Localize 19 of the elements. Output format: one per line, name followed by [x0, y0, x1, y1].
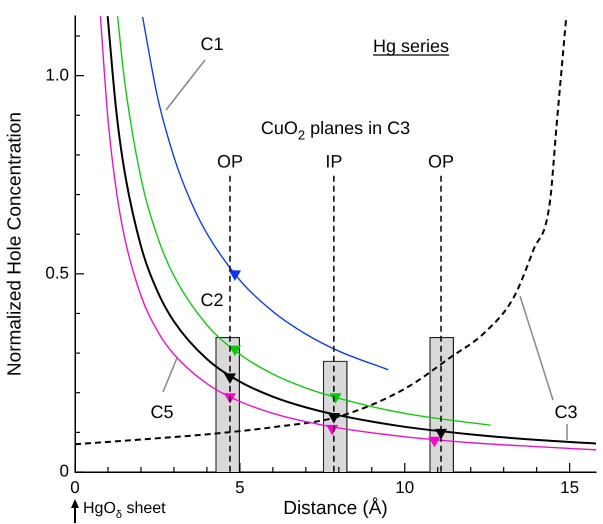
- y-axis-title: Normalized Hole Concentration: [4, 112, 26, 376]
- point: [229, 346, 241, 356]
- ref-line-label: OP: [216, 152, 243, 172]
- y-tick-label: 1.0: [45, 65, 69, 84]
- x-tick-label: 5: [235, 478, 245, 497]
- x-tick-label: 10: [395, 478, 414, 497]
- y-tick-label: 0.5: [45, 264, 69, 283]
- ref-line-label: OP: [428, 152, 454, 172]
- series-label: C5: [150, 402, 174, 422]
- series-label: C2: [200, 290, 224, 310]
- line-series: [116, 16, 492, 426]
- ref-line-label: IP: [325, 152, 342, 172]
- y-tick-label: 0: [60, 462, 69, 481]
- point: [229, 270, 241, 280]
- series-label: C3: [554, 402, 578, 422]
- x-tick-label: 15: [560, 478, 580, 497]
- x-axis-title: Distance (Å): [283, 496, 388, 519]
- text: C1: [200, 34, 224, 54]
- point: [428, 436, 440, 447]
